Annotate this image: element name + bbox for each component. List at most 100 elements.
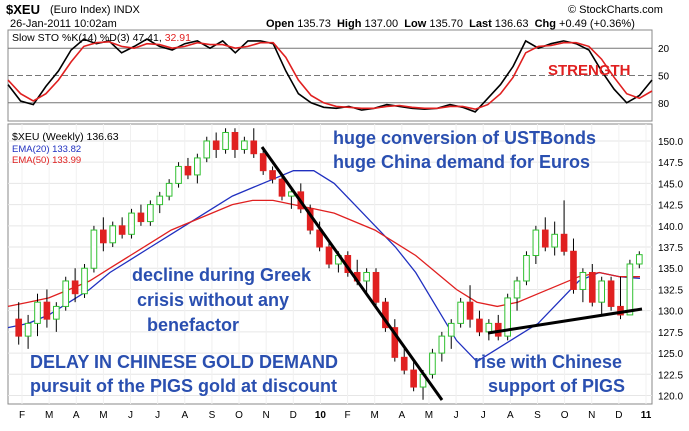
candle [176,162,182,187]
legend-ema50: EMA(50) 133.99 [12,155,81,166]
candle-body [439,336,445,353]
x-tick-label: S [209,410,216,421]
candle-body [627,264,633,315]
annotation-delay-1: DELAY IN CHINESE GOLD DEMAND [30,352,338,373]
x-tick-label: 10 [315,410,327,421]
annotation-ustbonds-2: huge China demand for Euros [333,152,590,173]
candle-body [223,132,229,149]
x-tick-label: J [155,410,160,421]
x-tick-label: D [615,410,622,421]
price-tick-label: 145.0 [658,179,683,190]
x-tick-label: M [45,410,53,421]
price-tick-label: 150.0 [658,137,683,148]
candle-body [542,230,548,247]
legend-xeu-text: $XEU (Weekly) 136.63 [12,131,119,143]
annotation-rise-1: rise with Chinese [474,352,622,373]
price-tick-label: 132.5 [658,285,683,296]
candle-body [204,141,210,158]
x-tick-label: J [481,410,486,421]
candle-body [448,323,454,336]
candle-body [44,302,50,319]
price-tick-label: 140.0 [658,222,683,233]
candle-body [561,234,567,251]
candle-body [110,226,116,243]
candle-body [364,272,370,280]
x-tick-label: S [534,410,541,421]
candle [458,298,464,328]
candle-body [636,255,642,264]
candle [383,298,389,332]
candle-body [524,256,530,281]
candle-body [91,230,97,268]
candle-body [35,302,41,323]
candle-body [467,302,473,319]
candle-body [53,306,59,319]
x-tick-label: A [398,410,405,421]
candle-body [260,154,266,171]
candle-body [477,319,483,332]
candle [223,128,229,153]
x-tick-label: A [181,410,188,421]
annotation-rise-2: support of PIGS [488,376,625,397]
x-tick-label: A [507,410,514,421]
annotation-greek-2: crisis without any [137,290,289,311]
price-tick-label: 125.0 [658,349,683,360]
candle-body [16,319,22,336]
candle-body [599,281,605,302]
candle-body [213,141,219,149]
candle-body [242,141,248,149]
candle [110,222,116,247]
candle-body [514,281,520,298]
candle-body [608,281,614,306]
x-tick-label: N [588,410,595,421]
x-tick-label: D [290,410,297,421]
candle-body [533,230,539,255]
candle [63,277,69,311]
x-tick-label: M [425,410,433,421]
candle-body [270,171,276,179]
candle-body [129,213,135,234]
candle [505,294,511,341]
candle-body [63,281,69,306]
price-tick-label: 130.0 [658,307,683,318]
candle-body [195,158,201,175]
annotation-greek-3: benefactor [147,315,239,336]
sto-label: Slow STO %K(14) %D(3) 47.41, [12,32,162,44]
x-tick-label: N [263,410,270,421]
candle-body [157,196,163,204]
candle-body [138,213,144,221]
candle-body [101,230,107,243]
price-tick-label: 147.5 [658,158,683,169]
sto-legend: Slow STO %K(14) %D(3) 47.41, 32.91 [12,32,191,44]
candle-body [552,234,558,247]
candle [129,209,135,239]
candle-body [589,272,595,302]
legend-ema20-text: EMA(20) 133.82 [12,144,81,155]
candle [148,200,154,225]
candle-body [326,247,332,264]
candle-body [82,268,88,293]
x-tick-label: J [454,410,459,421]
price-tick-label: 137.5 [658,243,683,254]
annotation-ustbonds-1: huge conversion of USTBonds [333,128,596,149]
candle-body [232,132,238,149]
x-tick-label: O [235,410,243,421]
annotation-delay-2: pursuit of the PIGS gold at discount [30,376,337,397]
sto-tick-label: 50 [658,72,670,83]
candle-body [279,179,285,196]
candle [326,243,332,268]
candle-body [166,183,172,196]
candle-body [373,272,379,302]
candle [524,251,530,285]
candle-body [176,166,182,183]
candle [627,260,633,315]
candle [608,277,614,311]
candle-body [72,281,78,294]
candle [82,264,88,298]
price-tick-label: 122.5 [658,370,683,381]
price-tick-label: 135.0 [658,264,683,275]
candle-body [119,226,125,234]
candle [430,349,436,379]
candle-body [25,323,31,336]
x-tick-label: F [345,410,351,421]
